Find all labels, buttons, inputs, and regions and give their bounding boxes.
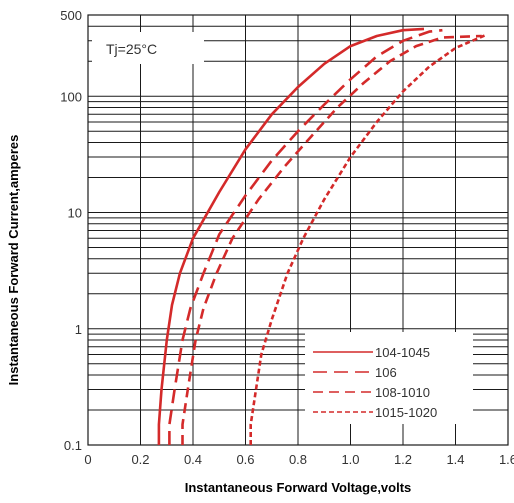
series-line-104-1045 — [157, 27, 425, 445]
series-line-108-1010 — [181, 34, 482, 445]
x-tick-label: 0.8 — [289, 452, 307, 467]
legend-label-108-1010: 108-1010 — [375, 385, 430, 400]
tick-labels: 0 0.2 0.4 0.6 0.8 1.0 1.2 1.4 1.6 0.1 1 10 100 500 — [60, 8, 514, 467]
legend: 104-1045 106 108-1010 1015-1020 — [305, 332, 473, 424]
y-tick-label: 10 — [68, 206, 82, 221]
x-tick-label: 1.2 — [394, 452, 412, 467]
x-tick-label: 0.6 — [236, 452, 254, 467]
plot-frame — [87, 14, 509, 446]
y-tick-label: 0.1 — [64, 438, 82, 453]
x-tick-label: 1.6 — [499, 452, 514, 467]
x-tick-label: 1.0 — [341, 452, 359, 467]
x-tick-label: 0.4 — [184, 452, 202, 467]
x-tick-label: 1.4 — [446, 452, 464, 467]
legend-label-106: 106 — [375, 365, 397, 380]
series-lines — [157, 27, 488, 445]
y-tick-label: 500 — [60, 8, 82, 23]
x-tick-label: 0 — [84, 452, 91, 467]
x-axis-label: Instantaneous Forward Voltage,volts — [185, 480, 412, 495]
legend-label-104-1045: 104-1045 — [375, 345, 430, 360]
series-line-106 — [168, 28, 443, 445]
legend-label-1015-1020: 1015-1020 — [375, 405, 437, 420]
y-axis-label: Instantaneous Forward Current,amperes — [6, 135, 21, 386]
y-tick-label: 1 — [75, 322, 82, 337]
y-tick-label: 100 — [60, 89, 82, 104]
legend-box — [305, 332, 473, 424]
temperature-annotation: Tj=25°C — [106, 41, 157, 57]
annotation-box — [92, 32, 204, 64]
x-tick-label: 0.2 — [131, 452, 149, 467]
